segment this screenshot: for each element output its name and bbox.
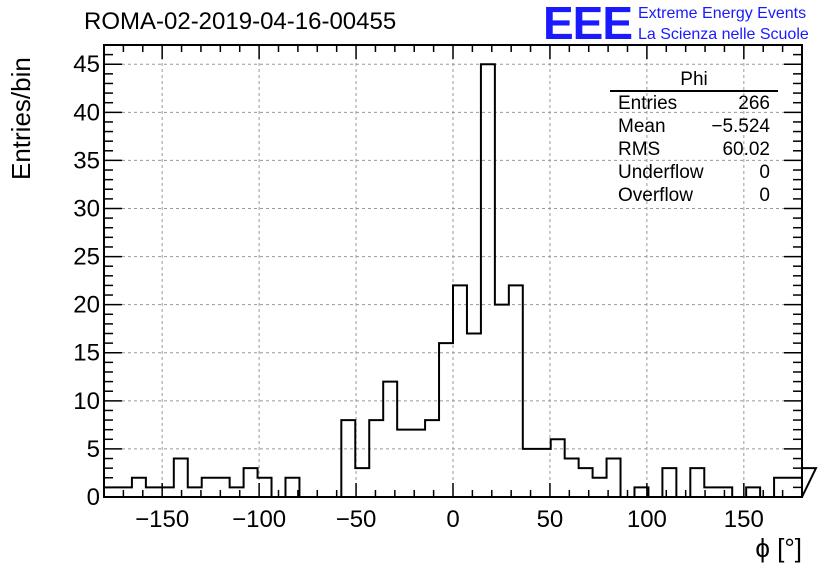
stats-row-mean: Mean −5.524 (610, 115, 778, 138)
stats-label: Mean (618, 116, 666, 137)
stats-label: Overflow (618, 185, 693, 206)
stats-value: 266 (738, 93, 770, 114)
eee-logo: EEE (543, 0, 633, 49)
stats-row-overflow: Overflow 0 (610, 184, 778, 207)
y-tick-label: 25 (73, 244, 100, 271)
y-tick-label: 5 (87, 436, 100, 463)
logo-caption: Extreme Energy Events La Scienza nelle S… (638, 3, 809, 45)
stats-value: 0 (759, 162, 770, 183)
x-tick-label: −100 (232, 506, 286, 533)
stats-title: Phi (610, 70, 778, 92)
axis-ticks (104, 45, 802, 498)
stats-value: 0 (759, 185, 770, 206)
y-tick-label: 0 (87, 484, 100, 511)
x-tick-label: −50 (336, 506, 377, 533)
x-axis-label: ϕ [°] (755, 533, 802, 563)
stats-row-underflow: Underflow 0 (610, 161, 778, 184)
stats-box: Phi Entries 266 Mean −5.524 RMS 60.02 Un… (610, 70, 778, 207)
histogram-step-line (103, 63, 818, 498)
y-tick-label: 40 (73, 99, 100, 126)
stats-value: −5.524 (711, 116, 770, 137)
y-tick-label: 15 (73, 340, 100, 367)
stats-row-rms: RMS 60.02 (610, 138, 778, 161)
logo-caption-line2: La Scienza nelle Scuole (638, 26, 809, 43)
x-tick-label: 100 (627, 506, 667, 533)
y-tick-label: 10 (73, 388, 100, 415)
stats-label: Underflow (618, 162, 704, 183)
stats-label: Entries (618, 93, 678, 114)
x-tick-label: 0 (446, 506, 459, 533)
tick-labels: −150 −100 −50 0 50 100 150 0 5 10 15 20 25 30 35 40 45 (73, 51, 764, 533)
y-axis-label: Entries/bin (6, 57, 36, 180)
run-title: ROMA-02-2019-04-16-00455 (84, 8, 397, 35)
x-tick-label: 50 (537, 506, 564, 533)
stats-row-entries: Entries 266 (610, 92, 778, 115)
stats-label: RMS (618, 139, 661, 160)
y-tick-label: 30 (73, 195, 100, 222)
x-tick-label: 150 (724, 506, 764, 533)
x-tick-label: −150 (135, 506, 189, 533)
logo-caption-line1: Extreme Energy Events (638, 5, 807, 22)
y-tick-label: 20 (73, 292, 100, 319)
y-tick-label: 35 (73, 147, 100, 174)
stats-value: 60.02 (722, 139, 770, 160)
y-tick-label: 45 (73, 51, 100, 78)
